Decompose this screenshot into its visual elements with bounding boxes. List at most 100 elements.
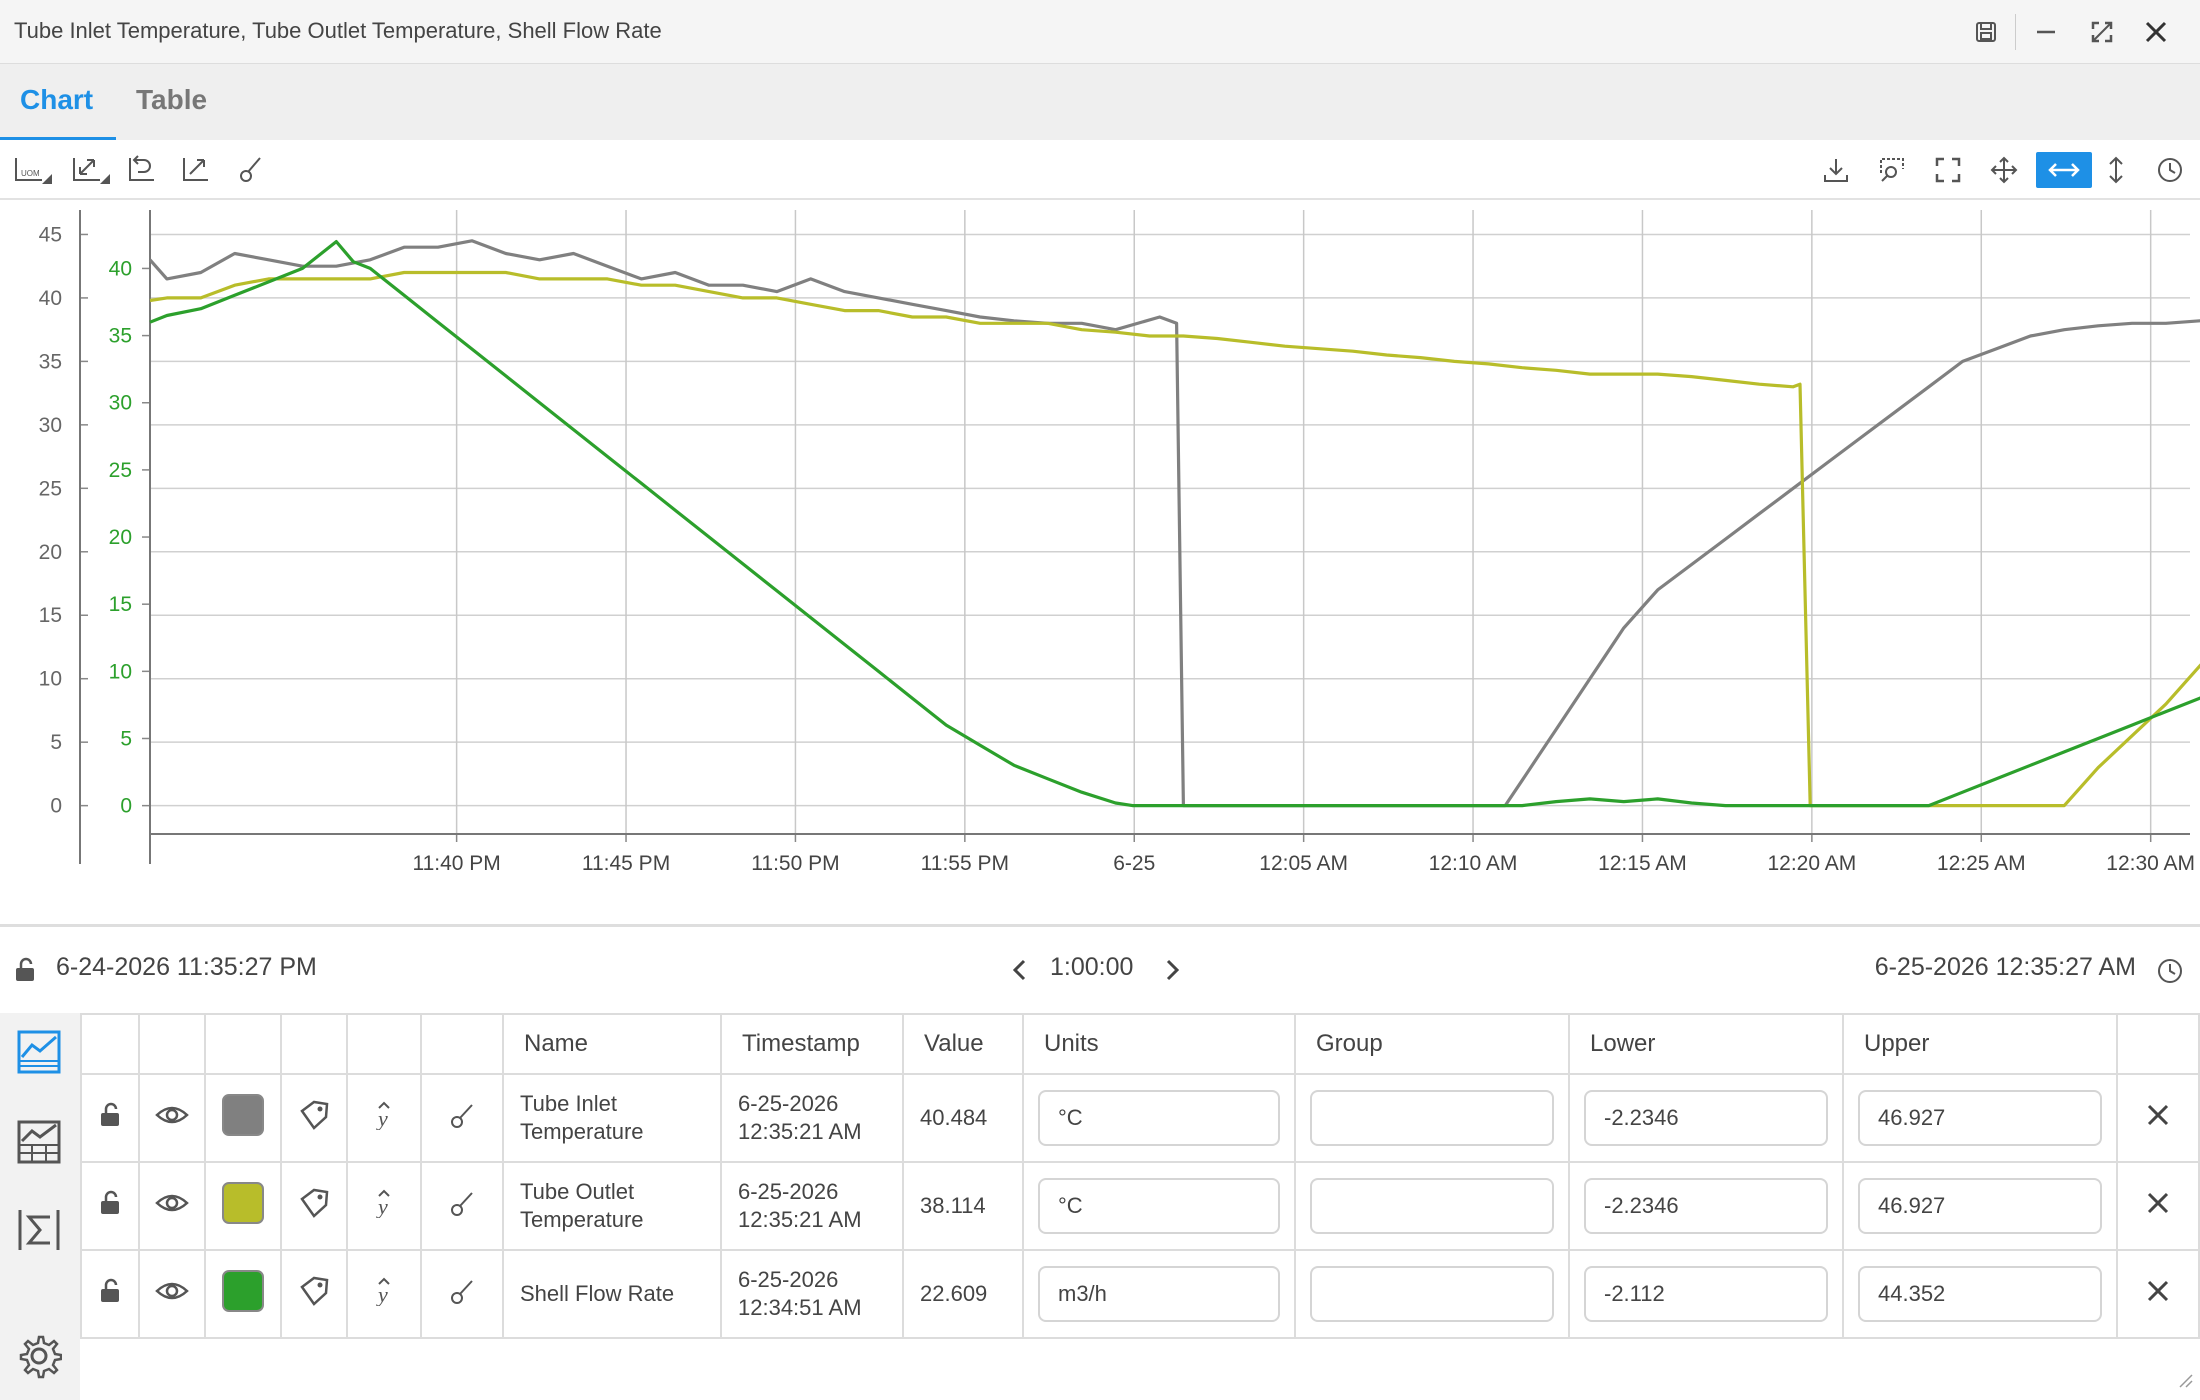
save-icon[interactable] [1968, 14, 2004, 50]
row-lower-cell: -2.112 [1568, 1249, 1844, 1339]
tab-table[interactable]: Table [136, 84, 208, 115]
svg-text:y: y [376, 1106, 388, 1130]
resize-handle-icon[interactable] [2176, 1371, 2194, 1394]
color-swatch[interactable] [222, 1182, 264, 1224]
range-start[interactable]: 6-24-2026 11:35:27 PM [56, 953, 317, 981]
eye-icon[interactable] [155, 1194, 189, 1220]
range-duration[interactable]: 1:00:00 [1050, 953, 1134, 981]
minimize-icon[interactable] [2028, 14, 2064, 50]
chevron-right-icon[interactable] [1160, 957, 1184, 988]
header-timestamp[interactable]: Timestamp [720, 1013, 904, 1075]
zoom-region-icon[interactable] [1872, 152, 1912, 188]
group-input[interactable] [1310, 1178, 1554, 1234]
range-end[interactable]: 6-25-2026 12:35:27 AM [1874, 953, 2136, 981]
unlock-icon[interactable] [97, 1102, 123, 1133]
y2-tick-label: 5 [120, 727, 132, 750]
chart-divider[interactable] [0, 924, 2200, 927]
row-timestamp-cell: 6-25-2026 12:35:21 AM [720, 1073, 904, 1163]
upper-input[interactable]: 46.927 [1858, 1178, 2102, 1234]
header-tag [280, 1013, 348, 1075]
tab-chart[interactable]: Chart [20, 84, 94, 115]
row-ts-line1: 6-25-2026 [738, 1179, 839, 1204]
autoscale-icon[interactable] [176, 152, 216, 188]
row-ts-line2: 12:35:21 AM [738, 1119, 862, 1144]
expand-axis-icon[interactable] [70, 152, 110, 188]
brush-style-icon[interactable] [448, 1104, 476, 1134]
tag-icon[interactable] [298, 1276, 330, 1312]
group-input[interactable] [1310, 1266, 1554, 1322]
eye-icon[interactable] [155, 1106, 189, 1132]
pan-icon[interactable] [1984, 152, 2024, 188]
x-tick-label: 12:30 AM [2106, 852, 2195, 875]
x-tick-label: 11:45 PM [582, 852, 670, 875]
trend-chart[interactable]: 0 5 10 15 20 25 30 35 40 45 0 5 10 15 20 25 30 35 40 11:40 … [0, 202, 2200, 924]
eye-icon[interactable] [155, 1282, 189, 1308]
fullscreen-icon[interactable] [1928, 152, 1968, 188]
history-end-icon[interactable] [2156, 957, 2184, 990]
lower-input[interactable]: -2.2346 [1584, 1178, 1828, 1234]
tag-icon[interactable] [298, 1100, 330, 1136]
header-value[interactable]: Value [902, 1013, 1024, 1075]
brush-style-icon[interactable] [448, 1192, 476, 1222]
brush-icon[interactable] [232, 152, 272, 188]
remove-row-icon[interactable] [2145, 1280, 2171, 1309]
series-line-tube-outlet-temperature [149, 270, 2200, 808]
sigma-icon[interactable] [14, 1205, 64, 1255]
row-upper-cell: 46.927 [1842, 1073, 2118, 1163]
y-hat-icon[interactable]: y [373, 1101, 395, 1135]
color-swatch[interactable] [222, 1270, 264, 1312]
header-units[interactable]: Units [1022, 1013, 1296, 1075]
svg-text:y: y [376, 1194, 388, 1218]
row-remove-cell [2116, 1249, 2200, 1339]
trend-table: Name Timestamp Value Units Group Lower U… [80, 1013, 2200, 1339]
row-lower-cell: -2.2346 [1568, 1161, 1844, 1251]
upper-input[interactable]: 46.927 [1858, 1090, 2102, 1146]
brush-style-icon[interactable] [448, 1280, 476, 1310]
header-group[interactable]: Group [1294, 1013, 1570, 1075]
header-upper[interactable]: Upper [1842, 1013, 2118, 1075]
x-tick-label: 12:20 AM [1767, 852, 1856, 875]
remove-row-icon[interactable] [2145, 1192, 2171, 1221]
lower-input[interactable]: -2.2346 [1584, 1090, 1828, 1146]
units-input[interactable]: °C [1038, 1178, 1280, 1234]
row-ts-line2: 12:35:21 AM [738, 1207, 862, 1232]
trend-list-icon[interactable] [14, 1027, 64, 1077]
tag-icon[interactable] [298, 1188, 330, 1224]
header-name[interactable]: Name [502, 1013, 722, 1075]
row-name-line2: Temperature [520, 1119, 644, 1144]
download-icon[interactable] [1816, 152, 1856, 188]
maximize-icon[interactable] [2084, 14, 2120, 50]
color-swatch[interactable] [222, 1094, 264, 1136]
unlock-icon[interactable] [97, 1190, 123, 1221]
trend-chart-svg[interactable]: 0 5 10 15 20 25 30 35 40 45 0 5 10 15 20 25 30 35 40 11:40 … [0, 202, 2200, 924]
uom-axis-icon[interactable]: UOM [12, 152, 52, 188]
horizontal-zoom-icon[interactable] [2036, 152, 2092, 188]
row-name-line1: Tube Outlet [520, 1179, 635, 1204]
active-tab-indicator [0, 137, 116, 140]
lower-input[interactable]: -2.112 [1584, 1266, 1828, 1322]
reset-axis-icon[interactable] [122, 152, 162, 188]
chevron-left-icon[interactable] [1008, 957, 1032, 988]
remove-row-icon[interactable] [2145, 1104, 2171, 1133]
header-lower[interactable]: Lower [1568, 1013, 1844, 1075]
row-lock-cell [80, 1161, 140, 1251]
group-input[interactable] [1310, 1090, 1554, 1146]
unlock-icon[interactable] [97, 1278, 123, 1309]
y2-tick-label: 35 [109, 325, 132, 348]
close-window-icon[interactable] [2138, 14, 2174, 50]
y-hat-icon[interactable]: y [373, 1277, 395, 1311]
table-grid-icon[interactable] [14, 1117, 64, 1167]
lock-start-icon[interactable] [12, 957, 38, 988]
upper-input[interactable]: 44.352 [1858, 1266, 2102, 1322]
time-range-bar: 6-24-2026 11:35:27 PM 1:00:00 6-25-2026 … [0, 927, 2200, 1013]
row-axis-cell: y [346, 1161, 422, 1251]
units-input[interactable]: m3/h [1038, 1266, 1280, 1322]
settings-gear-icon[interactable] [14, 1331, 64, 1381]
row-name-cell: Shell Flow Rate [502, 1249, 722, 1339]
units-input[interactable]: °C [1038, 1090, 1280, 1146]
history-icon[interactable] [2150, 152, 2190, 188]
y-tick-label: 10 [39, 668, 62, 691]
row-remove-cell [2116, 1161, 2200, 1251]
y-hat-icon[interactable]: y [373, 1189, 395, 1223]
vertical-zoom-icon[interactable] [2096, 152, 2136, 188]
